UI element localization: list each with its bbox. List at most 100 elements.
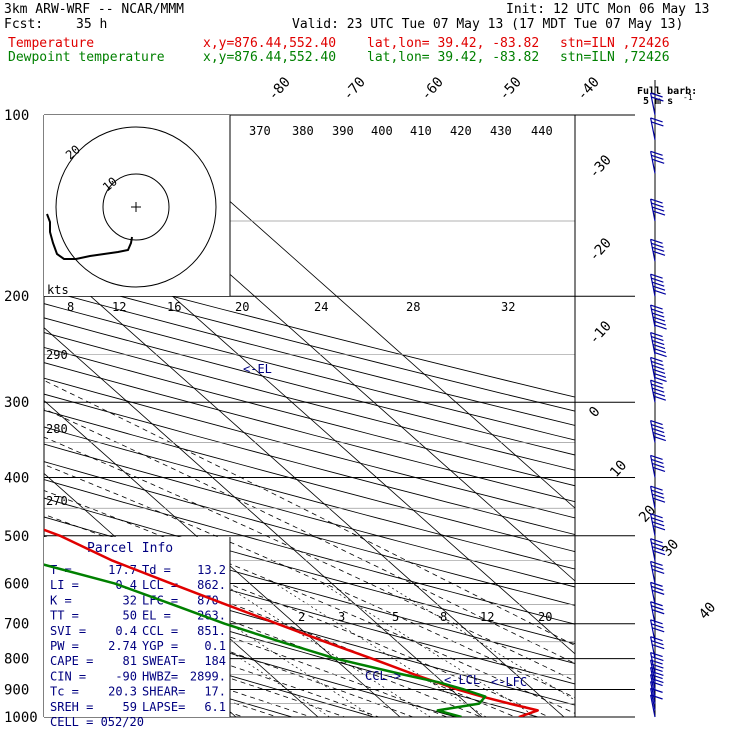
barb-flag	[651, 489, 664, 495]
mixing-ratio-label: 8	[440, 610, 447, 624]
valid-time: Valid: 23 UTC Tue 07 May 13 (17 MDT Tue …	[292, 17, 684, 32]
parcel-value: 0.4	[115, 624, 137, 638]
barb-flag	[652, 158, 665, 164]
parcel-label: YGP =	[142, 639, 178, 653]
barb-flag	[650, 601, 663, 607]
kts-tick-label: 24	[314, 300, 328, 314]
wind-barb	[650, 356, 667, 383]
parcel-label: LAPSE=	[142, 700, 185, 714]
parcel-value: 2899.	[190, 669, 226, 683]
parcel-value: 851.	[197, 624, 226, 638]
isotherm-label: 30	[659, 536, 682, 559]
barb-flag	[651, 335, 664, 342]
adiabat-label: 270	[46, 494, 68, 508]
kts-tick-label: 28	[406, 300, 420, 314]
wind-barb	[650, 379, 666, 403]
barb-shaft	[650, 688, 656, 711]
temperature-legend: Temperature	[8, 36, 95, 51]
wind-barb	[650, 513, 666, 536]
barb-shaft	[650, 513, 656, 536]
pressure-tick-label: 600	[4, 576, 29, 592]
pressure-tick-label: 300	[4, 395, 29, 411]
barb-flag	[652, 312, 665, 318]
forecast-hour: 35 h	[76, 17, 108, 32]
moist-adiabat	[44, 436, 575, 682]
wind-barb	[650, 304, 667, 330]
barb-shaft	[650, 667, 656, 690]
wind-barb	[650, 331, 667, 358]
barb-shaft	[650, 239, 656, 262]
barb-flag	[651, 277, 664, 283]
isotherm-label: -10	[586, 318, 615, 348]
barb-flag	[651, 517, 664, 523]
parcel-value: 184	[204, 654, 226, 668]
barb-shaft	[650, 357, 656, 380]
ccl-annotation: CCL->	[365, 669, 401, 683]
barb-flag	[651, 154, 664, 160]
barb-shaft	[650, 601, 656, 624]
isotherm-label: -20	[586, 235, 615, 265]
barb-flag	[652, 368, 666, 375]
barb-flag	[651, 121, 664, 127]
barb-shaft	[650, 582, 656, 605]
barb-flag	[653, 320, 666, 326]
barb-flag	[652, 281, 665, 287]
barb-flag	[650, 560, 663, 567]
isotherm-label: -60	[418, 74, 447, 104]
pressure-tick-label: 500	[4, 529, 29, 545]
kts-tick-label: 20	[235, 300, 249, 314]
parcel-label: CIN =	[50, 669, 86, 683]
parcel-value: 0.1	[204, 639, 226, 653]
barb-flag	[651, 605, 664, 611]
barb-flag	[650, 485, 663, 491]
isotherm-label: 40	[696, 599, 719, 622]
theta-label: 440	[531, 124, 553, 138]
barb-flag	[652, 206, 665, 212]
barb-shaft	[650, 455, 656, 478]
barb-flag	[652, 644, 665, 650]
mixing-ratio-label: 5	[392, 610, 399, 624]
parcel-value: 6.1	[204, 700, 226, 714]
wind-barb	[650, 419, 666, 443]
theta-label: 370	[249, 124, 271, 138]
barb-shaft	[650, 198, 656, 222]
moist-adiabat	[44, 617, 347, 717]
moist-adiabat	[44, 464, 575, 698]
barb-flag	[652, 387, 665, 393]
wind-barb	[650, 538, 666, 561]
barb-shaft	[650, 486, 656, 509]
parcel-value: 59	[123, 700, 137, 714]
barb-flag	[653, 395, 666, 401]
wind-barb	[650, 560, 665, 584]
barb-flag	[651, 96, 664, 102]
barb-flag	[651, 655, 664, 662]
parcel-label: LI =	[50, 578, 79, 592]
barb-flag	[652, 546, 665, 552]
barb-flag	[652, 343, 666, 350]
barb-shaft	[650, 420, 656, 443]
model-title: 3km ARW-WRF -- NCAR/MMM	[4, 2, 185, 17]
barb-shaft	[650, 117, 656, 141]
barb-flag	[650, 92, 663, 98]
barb-shaft	[650, 694, 656, 718]
mixing-ratio-label: 12	[480, 610, 494, 624]
moist-adiabat	[44, 408, 575, 664]
barb-flag	[652, 493, 665, 499]
hodograph-ring-20	[55, 126, 217, 288]
barb-flag	[652, 627, 665, 633]
parcel-value: 862.	[197, 578, 226, 592]
kts-tick-label: 32	[501, 300, 515, 314]
parcel-label: SREH =	[50, 700, 93, 714]
barb-flag	[653, 435, 666, 442]
barb-flag	[650, 117, 663, 123]
barb-flag	[651, 623, 664, 629]
barb-flag	[652, 339, 665, 346]
barb-flag	[654, 376, 667, 383]
wind-barb	[650, 198, 666, 222]
barb-flag	[650, 238, 663, 244]
wind-barb	[650, 238, 666, 262]
wind-legend-title: Full barb:	[637, 86, 697, 97]
parcel-label: EL =	[142, 609, 171, 623]
parcel-label: SHEAR=	[142, 685, 185, 699]
barb-flag	[652, 431, 666, 438]
